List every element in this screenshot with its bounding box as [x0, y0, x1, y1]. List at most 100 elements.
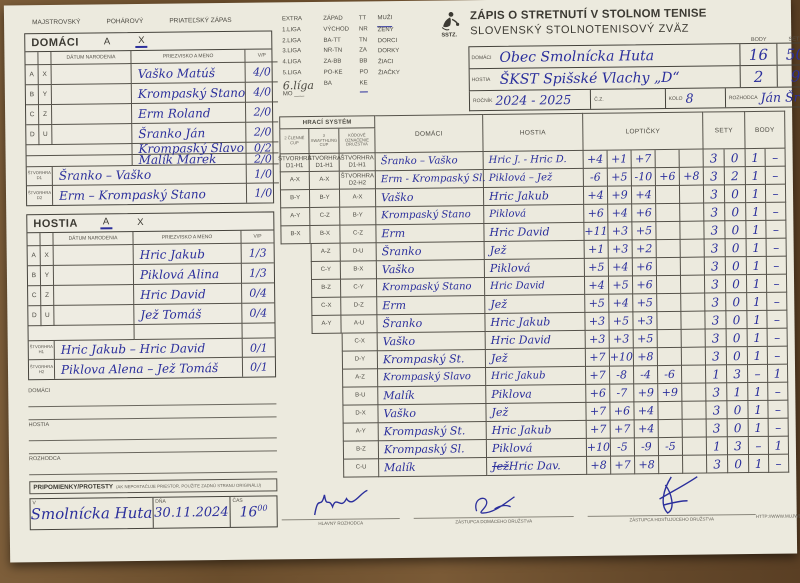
guest-team-name: ŠKST Spišské Vlachy „D“ — [499, 69, 680, 88]
sets-guest-cell: 0 — [725, 275, 748, 294]
set-score-cell: +3 — [608, 222, 633, 241]
sets-home-cell: 3 — [705, 347, 727, 366]
system-code-3member — [312, 352, 342, 370]
set-score-cell — [681, 329, 706, 348]
league-region: ZA-BB — [323, 58, 342, 66]
player-table-header-cell: V/P — [241, 230, 274, 244]
round-label: KOLO — [668, 95, 683, 102]
set-score-cell: +10 — [610, 348, 635, 367]
referee-name: Ján Šranko — [760, 89, 800, 105]
system-code-2member: A-Y — [280, 208, 311, 227]
referee-label: ROZHODCA — [728, 94, 758, 101]
guest-player-cell: Hric Jakub — [483, 186, 585, 207]
guest-player-cell: Jež — [485, 294, 586, 315]
system-code-3member: B-Y — [309, 189, 341, 209]
season-round-row: ROČNÍK 2024 - 2025 Č.Z. KOLO 8 ROZHOD — [468, 86, 800, 112]
date-value: 30.11.2024 — [154, 504, 229, 521]
league-district: BB — [359, 58, 368, 65]
player-table-header-cell: DÁTUM NARODENIA — [53, 232, 134, 246]
guest-player-cell: Hric David — [484, 276, 586, 297]
player-birthdate-cell — [51, 104, 133, 125]
points-guest-cell: – — [766, 202, 787, 221]
player-letter-2: Z — [38, 104, 53, 126]
referee-cell: ROZHODCA Ján Šranko — [724, 86, 800, 108]
player-birthdate-cell — [52, 124, 133, 145]
system-code-2member — [281, 316, 311, 334]
guest-player-cell: Jež — [485, 348, 587, 369]
home-letter-a: A — [103, 36, 111, 48]
set-score-cell: +5 — [633, 294, 658, 313]
hraci-system-header: HRACÍ SYSTÉM — [279, 115, 376, 130]
doubles-pair-name: Hric Jakub – Hric David — [54, 338, 243, 360]
points-home-cell: 1 — [747, 292, 768, 312]
set-score-cell — [656, 203, 681, 223]
notes-rozhodca-section: ROZHODCA — [29, 453, 278, 476]
guest-sets: 9 — [790, 66, 800, 86]
sstz-logo: SSTZ. — [434, 10, 464, 39]
player-letter-1: D — [28, 306, 42, 327]
set-score-cell: +7 — [611, 456, 636, 475]
league-level: EXTRA — [282, 16, 303, 23]
system-code-4member: C-Z — [340, 225, 377, 244]
system-code-4member: D-U — [340, 243, 377, 262]
league-region: ZÁPAD — [323, 15, 343, 22]
guest-row-label: HOSTIA — [471, 76, 491, 83]
date-cell: DŇA 30.11.2024 — [152, 496, 230, 528]
league-district: TT — [358, 15, 367, 22]
right-top-block: EXTRA 1.LIGA 2.LIGA 3.LIGA 4.LIGA 5.LIGA 6.líg… — [276, 2, 800, 114]
guest-player-cell: Hric Jakub — [486, 366, 587, 387]
league-district: TN — [359, 36, 368, 44]
sets-guest-cell: 0 — [724, 185, 747, 204]
set-score-cell — [681, 311, 706, 330]
player-name: Jež Tomáš — [134, 303, 243, 326]
set-score-cell: -6 — [583, 168, 608, 187]
sets-home-cell: 1 — [706, 437, 729, 456]
set-score-cell: +5 — [608, 276, 634, 295]
sets-guest-cell: 0 — [726, 311, 748, 330]
set-score-cell: +8 — [679, 167, 704, 186]
set-score-cell: +4 — [583, 150, 608, 169]
sets-guest-cell: 0 — [725, 239, 747, 258]
sety-column-label: SETY — [788, 36, 800, 43]
points-guest-cell: – — [767, 310, 788, 329]
league-category: DORKY — [377, 48, 400, 55]
protests-label: PRIPOMIENKY/PROTESTY — [33, 483, 114, 492]
system-code-3member: B-X — [310, 225, 341, 245]
league-region: VÝCHOD — [323, 26, 350, 33]
system-code-3member: A-Z — [310, 243, 341, 263]
sets-guest-cell: 2 — [724, 167, 746, 186]
home-player-cell: Krompaský Sl. — [378, 440, 488, 460]
set-score-cell: -5 — [610, 438, 636, 457]
points-home-cell: 1 — [746, 274, 768, 294]
set-score-cell: +5 — [584, 258, 609, 277]
points-home-cell: 1 — [747, 328, 768, 348]
set-score-cell: -8 — [610, 366, 635, 385]
system-code-3member — [312, 388, 342, 406]
place-label: V — [32, 500, 36, 507]
guest-rep-signature-icon — [659, 476, 698, 514]
player-letter-2: Z — [41, 285, 55, 307]
player-letter-1: B — [27, 266, 42, 287]
home-rep-signature-box: ZÁSTUPCA DOMÁCEHO DRUŽSTVA — [413, 490, 574, 525]
points-guest-cell: – — [765, 148, 786, 167]
points-guest-cell: – — [768, 400, 789, 419]
referee-signature-icon — [313, 489, 368, 516]
player-letter-1: C — [25, 105, 40, 126]
system-code-4member: B-X — [340, 261, 377, 280]
main-referee-label: HLAVNÝ ROZHODCA — [281, 518, 400, 527]
header-area: SSTZ. ZÁPIS O STRETNUTÍ V STOLNOM TENISE… — [434, 2, 800, 112]
federation-name: SLOVENSKÝ STOLNOTENISOVÝ ZVÄZ — [470, 22, 690, 38]
set-score-cell: +4 — [634, 420, 659, 439]
time-value: 1600 — [239, 503, 268, 521]
set-score-cell — [682, 383, 707, 402]
home-player-cell: Vaško — [378, 404, 487, 424]
set-score-cell: +4 — [631, 186, 657, 205]
sets-home-cell: 3 — [703, 185, 726, 204]
set-score-cell: +9 — [634, 384, 659, 403]
set-score-cell: +9 — [658, 383, 683, 403]
doubles-pair-name: Piklova Alena – Jež Tomáš — [54, 357, 244, 379]
home-player-cell: Malík — [379, 458, 488, 478]
set-score-cell: -7 — [610, 384, 635, 403]
league-district: NR — [358, 26, 368, 33]
sets-guest-cell: 3 — [726, 365, 749, 384]
